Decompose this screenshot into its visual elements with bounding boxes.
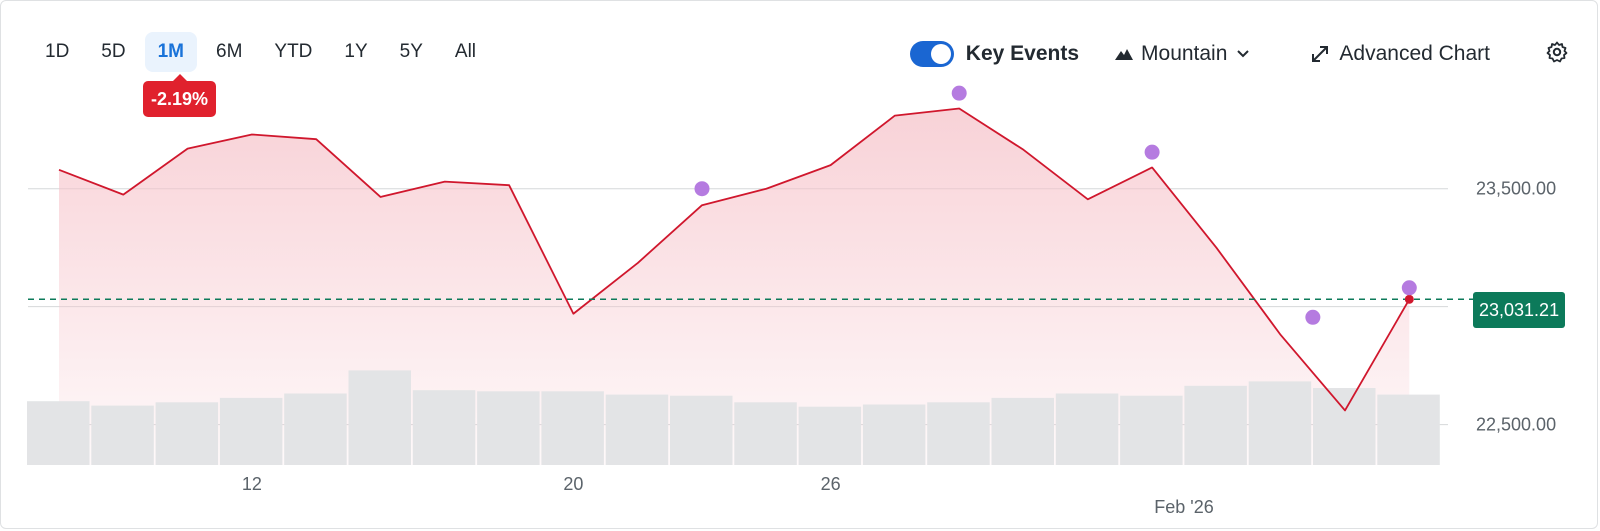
range-ytd[interactable]: YTD bbox=[261, 32, 325, 72]
volume-bar bbox=[219, 397, 283, 465]
volume-bar bbox=[927, 402, 990, 465]
volume-bar bbox=[477, 391, 540, 465]
volume-bar bbox=[670, 395, 733, 465]
key-event-marker bbox=[1144, 144, 1160, 160]
x-axis-label: 12 bbox=[242, 474, 262, 494]
key-event-marker bbox=[694, 181, 710, 197]
key-event-marker bbox=[1401, 280, 1417, 296]
volume-bar bbox=[412, 390, 476, 465]
last-price-tag: 23,031.21 bbox=[1473, 292, 1566, 328]
volume-bar bbox=[991, 397, 1054, 465]
range-5d[interactable]: 5D bbox=[88, 32, 138, 72]
volume-bar bbox=[1184, 385, 1247, 465]
volume-bar bbox=[348, 370, 411, 465]
x-axis-label: 20 bbox=[563, 474, 583, 494]
volume-bar bbox=[91, 405, 154, 465]
advanced-chart-button[interactable]: Advanced Chart bbox=[1311, 42, 1490, 66]
last-price-dot bbox=[1404, 294, 1414, 304]
chart-type-label: Mountain bbox=[1141, 42, 1228, 65]
range-all[interactable]: All bbox=[442, 32, 489, 72]
volume-bar bbox=[155, 402, 219, 465]
range-selector: 1D 5D 1M 6M YTD 1Y 5Y All bbox=[32, 32, 489, 72]
chart-toolbar: Key Events Mountain Advanced Chart bbox=[909, 32, 1568, 76]
gear-icon[interactable] bbox=[1546, 41, 1568, 68]
volume-bar bbox=[27, 401, 90, 465]
key-event-marker bbox=[1305, 309, 1321, 325]
advanced-chart-label: Advanced Chart bbox=[1339, 42, 1490, 65]
price-line bbox=[58, 107, 1411, 412]
range-1m[interactable]: 1M bbox=[144, 32, 197, 72]
x-axis-label: 26 bbox=[821, 474, 841, 494]
month-axis-label: Feb '26 bbox=[1154, 497, 1213, 517]
range-1y[interactable]: 1Y bbox=[331, 32, 380, 72]
chart-type-dropdown[interactable]: Mountain bbox=[1115, 42, 1250, 66]
volume-bar bbox=[605, 394, 669, 465]
y-axis-label: 22,500.00 bbox=[1476, 415, 1556, 435]
volume-bar bbox=[1055, 393, 1119, 465]
expand-icon bbox=[1311, 45, 1329, 63]
range-6m[interactable]: 6M bbox=[203, 32, 255, 72]
toggle-knob bbox=[930, 44, 951, 64]
change-badge: -2.19% bbox=[143, 74, 217, 117]
volume-bar bbox=[798, 406, 862, 465]
volume-bar bbox=[1377, 394, 1440, 465]
volume-bar bbox=[541, 391, 604, 465]
chevron-down-icon bbox=[1237, 50, 1250, 58]
range-5y[interactable]: 5Y bbox=[387, 32, 436, 72]
volume-bar bbox=[1248, 381, 1312, 465]
volume-bar bbox=[284, 393, 347, 465]
range-1d[interactable]: 1D bbox=[32, 32, 82, 72]
y-axis-label: 23,500.00 bbox=[1476, 179, 1556, 199]
key-event-marker bbox=[951, 85, 967, 101]
volume-bar bbox=[734, 402, 797, 465]
mountain-icon bbox=[1115, 48, 1134, 60]
key-events-label: Key Events bbox=[965, 42, 1080, 65]
volume-bar bbox=[1120, 395, 1183, 465]
key-events-toggle[interactable] bbox=[909, 41, 954, 67]
volume-bar bbox=[862, 404, 926, 465]
volume-bar bbox=[1313, 388, 1376, 465]
